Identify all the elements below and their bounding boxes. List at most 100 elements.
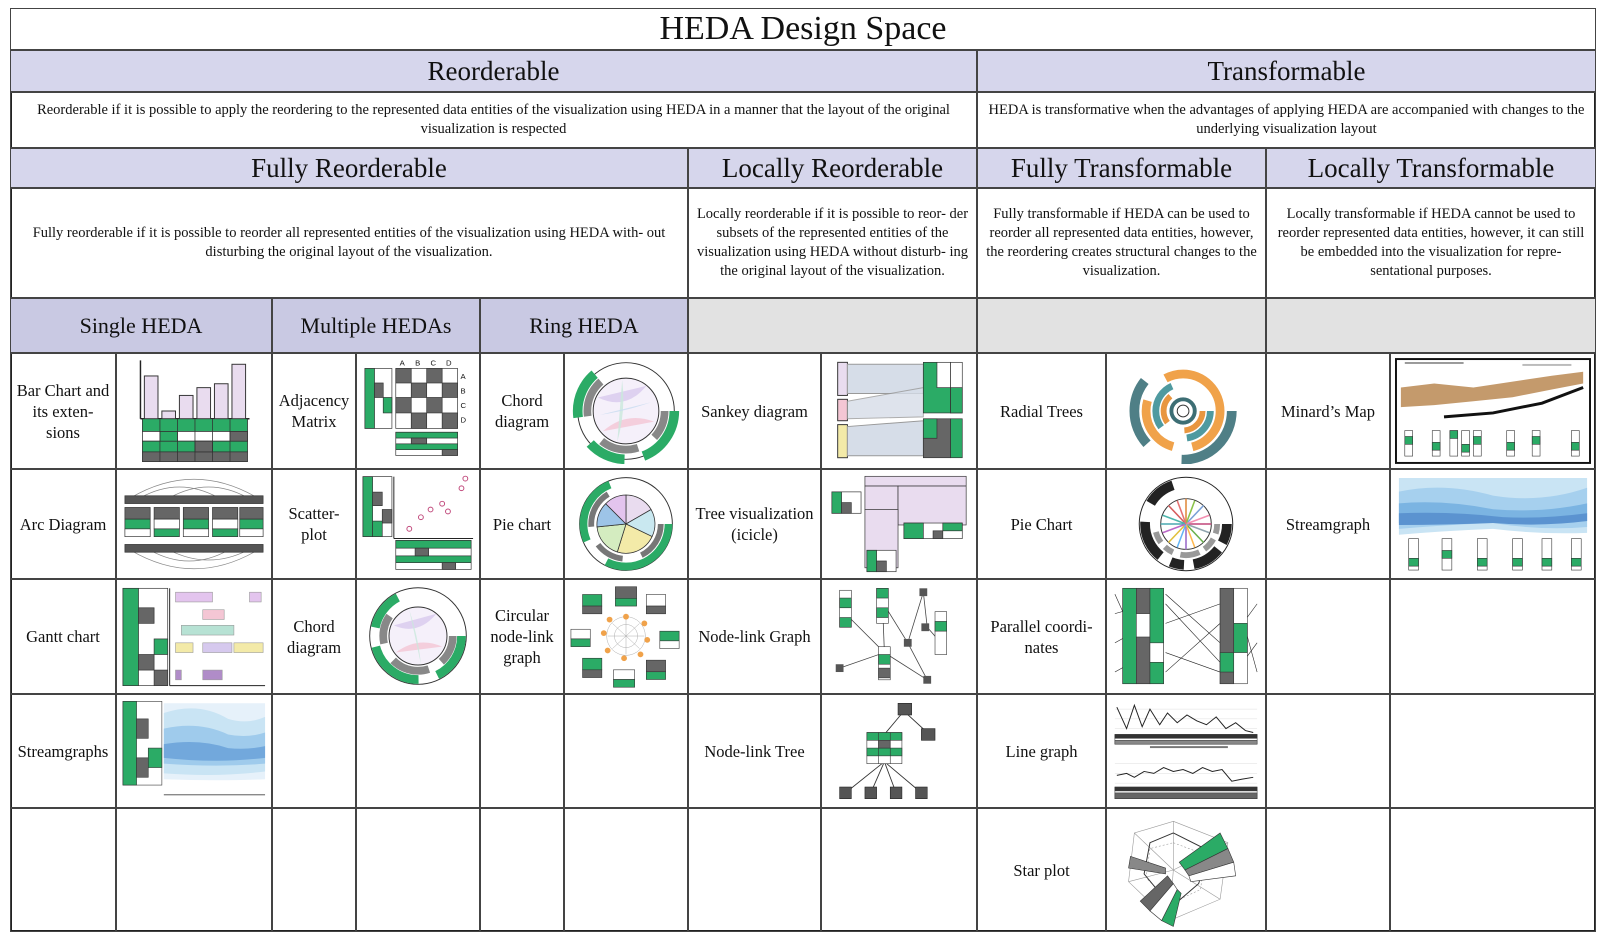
empty-cell bbox=[480, 808, 564, 932]
gantt-graphic bbox=[122, 587, 266, 687]
fully-transformable-subheader bbox=[977, 298, 1266, 353]
reorderable-description: Reorderable if it is possible to apply t… bbox=[10, 92, 977, 148]
fully-transformable-label: Line graph bbox=[977, 694, 1106, 808]
reorderable-header: Reorderable bbox=[10, 50, 977, 92]
adjacency-matrix-thumbnail: A B C D A B C D bbox=[356, 353, 480, 469]
fully-transformable-label: Radial Trees bbox=[977, 353, 1106, 469]
streamgraphs-thumbnail bbox=[116, 694, 272, 808]
arc-diagram-thumbnail bbox=[116, 469, 272, 579]
node-link-graph-thumbnail bbox=[821, 579, 977, 694]
transformable-header: Transformable bbox=[977, 50, 1596, 92]
circular-node-link-graphic bbox=[570, 586, 680, 688]
sankey-thumbnail bbox=[821, 353, 977, 469]
fully-transformable-description: Fully transformable if HEDA can be used … bbox=[977, 188, 1266, 298]
adjacency-matrix-graphic: A B C D A B C D bbox=[364, 359, 467, 456]
page-title: HEDA Design Space bbox=[10, 8, 1596, 50]
radial-tree-graphic bbox=[1129, 358, 1237, 464]
locally-reorderable-header: Locally Reorderable bbox=[688, 148, 977, 188]
ring-heda-label: Chord diagram bbox=[480, 353, 564, 469]
locally-transformable-description: Locally transformable if HEDA cannot be … bbox=[1266, 188, 1596, 298]
star-plot-thumbnail bbox=[1106, 808, 1266, 932]
node-link-tree-graphic bbox=[839, 703, 936, 799]
fully-transformable-header: Fully Transformable bbox=[977, 148, 1266, 188]
single-heda-label: Arc Diagram bbox=[10, 469, 116, 579]
empty-cell bbox=[272, 808, 356, 932]
locally-transformable-label: Minard’s Map bbox=[1266, 353, 1390, 469]
multiple-hedas-label: Chord diagram bbox=[272, 579, 356, 694]
transformable-description: HEDA is transformative when the advantag… bbox=[977, 92, 1596, 148]
minards-map-thumbnail bbox=[1390, 353, 1596, 469]
empty-cell bbox=[10, 808, 116, 932]
arc-diagram-graphic bbox=[124, 478, 264, 570]
empty-cell bbox=[1266, 808, 1390, 932]
parallel-coordinates-thumbnail bbox=[1106, 579, 1266, 694]
single-heda-label: Gantt chart bbox=[10, 579, 116, 694]
empty-cell bbox=[356, 808, 480, 932]
empty-cell bbox=[1390, 579, 1596, 694]
node-link-graph-graphic bbox=[835, 588, 947, 684]
chord-multiple-graphic bbox=[369, 587, 467, 685]
bar-chart-thumbnail bbox=[116, 353, 272, 469]
fully-transformable-label: Star plot bbox=[977, 808, 1106, 932]
locally-reorderable-description: Locally reorderable if it is possible to… bbox=[688, 188, 977, 298]
fully-transformable-label: Pie Chart bbox=[977, 469, 1106, 579]
locally-transformable-header: Locally Transformable bbox=[1266, 148, 1596, 188]
radial-tree-thumbnail bbox=[1106, 353, 1266, 469]
matrix-col-label: D bbox=[446, 359, 452, 368]
locally-reorderable-subheader bbox=[688, 298, 977, 353]
chord-ring-graphic bbox=[572, 358, 680, 464]
pie-ring-graphic bbox=[579, 477, 673, 571]
matrix-row-label: B bbox=[461, 387, 466, 396]
bar-chart-thumbnail-graphic bbox=[139, 360, 250, 463]
empty-cell bbox=[564, 694, 688, 808]
empty-cell bbox=[116, 808, 272, 932]
line-graph-graphic bbox=[1114, 703, 1258, 799]
empty-cell bbox=[564, 808, 688, 932]
empty-cell bbox=[272, 694, 356, 808]
matrix-row-label: C bbox=[461, 401, 467, 410]
single-heda-header: Single HEDA bbox=[10, 298, 272, 353]
line-graph-thumbnail bbox=[1106, 694, 1266, 808]
radial-pie-thumbnail bbox=[1106, 469, 1266, 579]
matrix-row-label: D bbox=[461, 416, 467, 425]
locally-transformable-subheader bbox=[1266, 298, 1596, 353]
fully-reorderable-description: Fully reorderable if it is possible to r… bbox=[10, 188, 688, 298]
empty-cell bbox=[1266, 579, 1390, 694]
multiple-hedas-label: Scatter- plot bbox=[272, 469, 356, 579]
parallel-coordinates-graphic bbox=[1114, 587, 1258, 685]
chord-ring-thumbnail bbox=[564, 353, 688, 469]
locally-reorderable-label: Node-link Tree bbox=[688, 694, 821, 808]
chord-multiple-thumbnail bbox=[356, 579, 480, 694]
gantt-thumbnail bbox=[116, 579, 272, 694]
circular-node-link-thumbnail bbox=[564, 579, 688, 694]
node-link-tree-thumbnail bbox=[821, 694, 977, 808]
pie-ring-thumbnail bbox=[564, 469, 688, 579]
matrix-col-label: C bbox=[431, 359, 437, 368]
minards-map-graphic bbox=[1395, 358, 1591, 464]
empty-cell bbox=[1390, 808, 1596, 932]
multiple-hedas-label: Adjacency Matrix bbox=[272, 353, 356, 469]
empty-cell bbox=[688, 808, 821, 932]
empty-cell bbox=[356, 694, 480, 808]
empty-cell bbox=[1390, 694, 1596, 808]
single-heda-label: Bar Chart and its exten- sions bbox=[10, 353, 116, 469]
ring-heda-label: Pie chart bbox=[480, 469, 564, 579]
ring-heda-header: Ring HEDA bbox=[480, 298, 688, 353]
radial-pie-graphic bbox=[1138, 476, 1234, 572]
empty-cell bbox=[480, 694, 564, 808]
streamgraph-local-thumbnail bbox=[1390, 469, 1596, 579]
icicle-thumbnail bbox=[821, 469, 977, 579]
streamgraph-local-graphic bbox=[1398, 477, 1588, 571]
empty-cell bbox=[1266, 694, 1390, 808]
multiple-hedas-header: Multiple HEDAs bbox=[272, 298, 480, 353]
fully-transformable-label: Parallel coordi- nates bbox=[977, 579, 1106, 694]
locally-reorderable-label: Sankey diagram bbox=[688, 353, 821, 469]
sankey-graphic bbox=[837, 361, 963, 459]
empty-cell bbox=[821, 808, 977, 932]
scatterplot-thumbnail bbox=[356, 469, 480, 579]
fully-reorderable-header: Fully Reorderable bbox=[10, 148, 688, 188]
icicle-graphic bbox=[831, 475, 967, 573]
locally-reorderable-label: Node-link Graph bbox=[688, 579, 821, 694]
star-plot-graphic bbox=[1128, 820, 1237, 927]
ring-heda-label: Circular node-link graph bbox=[480, 579, 564, 694]
